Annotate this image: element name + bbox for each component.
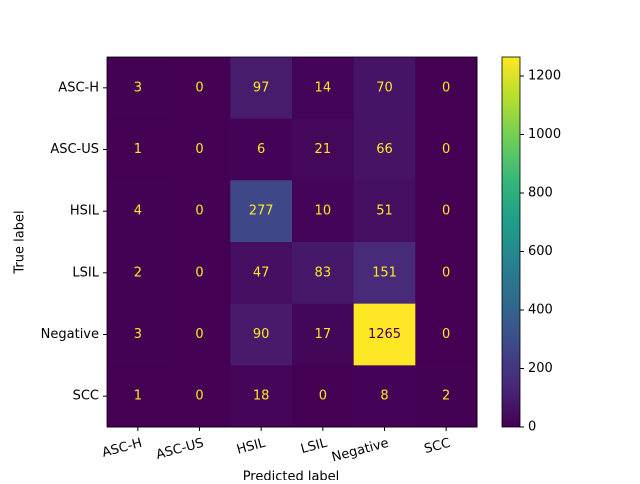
heatmap-cell [230,118,293,181]
heatmap-cell [353,242,416,305]
cell-label: 97 [253,80,270,95]
heatmap-cell [353,118,416,181]
cell-label: 0 [195,327,203,342]
colorbar-tick-label: 600 [528,244,553,259]
y-tick-label: HSIL [70,204,100,219]
cell-label: 90 [253,327,270,342]
heatmap-cell [168,365,231,428]
heatmap-cell [415,242,478,305]
y-tick-label: Negative [41,327,99,342]
heatmap-cell [415,365,478,428]
cell-label: 0 [195,80,203,95]
cell-label: 0 [319,389,327,404]
colorbar-tick-label: 1200 [528,69,561,84]
heatmap-cell [168,303,231,366]
colorbar [501,56,521,428]
x-tick-label: LSIL [299,436,329,458]
cell-label: 66 [376,142,393,157]
heatmap-cell [415,57,478,120]
cell-label: 14 [315,80,332,95]
heatmap-cell [230,57,293,120]
heatmap-cell [168,118,231,181]
cell-label: 51 [376,204,393,219]
heatmap-cell [168,180,231,243]
heatmap-cell [292,242,355,305]
heatmap-cell [292,365,355,428]
colorbar-tick-label: 400 [528,303,553,318]
heatmap-cell [292,303,355,366]
heatmap-cell [230,180,293,243]
heatmap-cell [168,242,231,305]
cell-label: 4 [134,204,142,219]
heatmap-cell [107,303,170,366]
heatmap-cell [107,365,170,428]
x-tick-label: SCC [423,436,452,457]
cell-label: 151 [372,265,397,280]
x-tick-label: HSIL [235,436,268,458]
heatmap-cell [353,57,416,120]
cell-label: 0 [195,389,203,404]
cell-label: 0 [442,265,450,280]
plot-frame [106,56,478,428]
heatmap-cell [415,118,478,181]
cell-label: 21 [315,142,332,157]
heatmap-cell [292,180,355,243]
y-tick-label: SCC [73,389,99,404]
y-axis-label: True label [13,210,28,274]
cell-label: 0 [442,142,450,157]
cell-label: 1265 [368,327,401,342]
heatmap-cell [292,118,355,181]
cell-label: 277 [249,204,274,219]
cell-label: 10 [315,204,332,219]
colorbar-tick-label: 200 [528,361,553,376]
heatmap-cell [168,57,231,120]
cell-label: 17 [315,327,332,342]
y-tick-label: LSIL [72,265,99,280]
heatmap-cell [353,303,416,366]
heatmap-cell [353,365,416,428]
y-tick-label: ASC-H [58,80,99,95]
heatmap-cell [230,242,293,305]
cell-label: 0 [195,142,203,157]
heatmap-cell [230,303,293,366]
colorbar-tick-label: 1000 [528,127,561,142]
y-tick-label: ASC-US [50,142,99,157]
cell-label: 47 [253,265,270,280]
cell-label: 0 [442,327,450,342]
heatmap-cell [230,365,293,428]
cell-label: 0 [442,80,450,95]
x-tick-label: ASC-H [101,436,144,461]
cell-label: 2 [134,265,142,280]
cell-label: 0 [195,265,203,280]
colorbar-tick-label: 800 [528,186,553,201]
cell-label: 8 [380,389,388,404]
x-tick-label: Negative [330,436,390,466]
cell-label: 2 [442,389,450,404]
cell-label: 83 [315,265,332,280]
heatmap-cell [415,303,478,366]
x-tick-label: ASC-US [155,436,206,463]
cell-label: 70 [376,80,393,95]
cell-label: 0 [442,204,450,219]
heatmap-cell [107,118,170,181]
heatmap-cell [292,57,355,120]
heatmap-cell [415,180,478,243]
heatmap-cell [353,180,416,243]
cell-label: 1 [134,389,142,404]
colorbar-tick-label: 0 [528,420,536,435]
cell-label: 3 [134,327,142,342]
cell-label: 1 [134,142,142,157]
x-axis-label: Predicted label [243,470,340,481]
heatmap-cell [107,57,170,120]
cell-label: 6 [257,142,265,157]
cell-label: 18 [253,389,270,404]
cell-label: 0 [195,204,203,219]
heatmap-cell [107,180,170,243]
cell-label: 3 [134,80,142,95]
heatmap-cell [107,242,170,305]
